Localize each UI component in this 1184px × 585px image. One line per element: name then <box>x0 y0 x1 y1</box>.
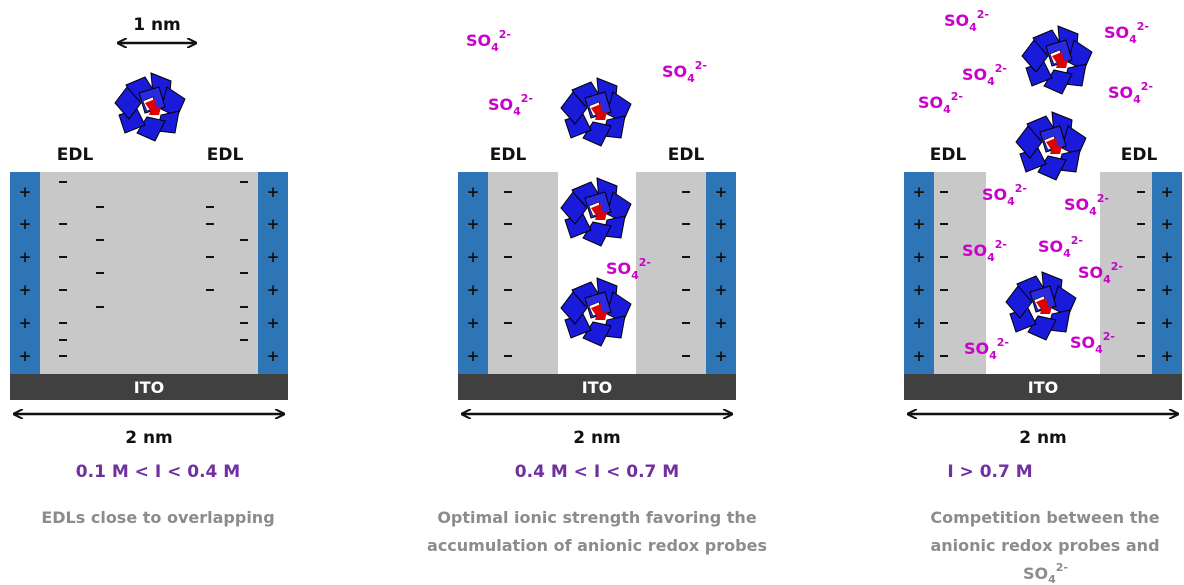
electrode-right <box>1152 172 1182 374</box>
sulfate-ion: SO42- <box>918 90 963 116</box>
plus-sign: + <box>467 215 480 233</box>
edl-label-right: EDL <box>668 145 705 165</box>
ito-label: ITO <box>1028 378 1058 397</box>
ito-substrate <box>458 374 736 400</box>
edl-region-right <box>1100 172 1152 374</box>
plus-sign: + <box>715 347 728 365</box>
plus-sign: + <box>19 183 32 201</box>
plus-sign: + <box>19 281 32 299</box>
edl-label-left: EDL <box>930 145 967 165</box>
ionic-strength-range: I > 0.7 M <box>947 462 1032 482</box>
sulfate-ion: SO42- <box>944 8 989 34</box>
edl-label-left: EDL <box>57 145 94 165</box>
plus-sign: + <box>715 314 728 332</box>
ito-label: ITO <box>134 378 164 397</box>
ionic-strength-range: 0.1 M < I < 0.4 M <box>76 462 240 482</box>
caption-line: Optimal ionic strength favoring the <box>437 508 756 527</box>
plus-sign: + <box>913 215 926 233</box>
electrode-right <box>706 172 736 374</box>
plus-sign: + <box>19 347 32 365</box>
redox-probe <box>560 77 632 147</box>
caption-line: EDLs close to overlapping <box>41 508 274 527</box>
electrode-left <box>904 172 934 374</box>
plus-sign: + <box>715 248 728 266</box>
plus-sign: + <box>467 248 480 266</box>
plus-sign: + <box>19 248 32 266</box>
electrode-right <box>258 172 288 374</box>
plus-sign: + <box>715 215 728 233</box>
width-label: 2 nm <box>125 428 173 448</box>
plus-sign: + <box>467 347 480 365</box>
caption-line: Competition between the <box>930 508 1159 527</box>
width-label: 2 nm <box>573 428 621 448</box>
redox-probe <box>560 177 632 247</box>
redox-probe <box>1021 25 1093 95</box>
redox-probe <box>1015 111 1087 181</box>
plus-sign: + <box>467 281 480 299</box>
plus-sign: + <box>913 183 926 201</box>
sulfate-ion: SO42- <box>1038 234 1083 260</box>
panel-1: ITO + + + + + + + + + + + + EDL EDL 2 nm 0.1 M < I < 0.4… <box>10 15 288 527</box>
edl-label-left: EDL <box>490 145 527 165</box>
plus-sign: + <box>913 248 926 266</box>
plus-sign: + <box>1161 347 1174 365</box>
plus-sign: + <box>267 347 280 365</box>
sulfate-ion: SO42- <box>606 256 651 282</box>
sulfate-ion: SO42- <box>488 92 533 118</box>
plus-sign: + <box>715 281 728 299</box>
edl-region-right <box>636 172 706 374</box>
sulfate-ion: SO42- <box>962 238 1007 264</box>
edl-region-left <box>488 172 558 374</box>
sulfate-ion: SO42- <box>662 59 707 85</box>
plus-sign: + <box>715 183 728 201</box>
redox-probe <box>1005 271 1077 341</box>
sulfate-ion: SO42- <box>1078 260 1123 286</box>
edl-region-left <box>934 172 986 374</box>
sulfate-ion: SO42- <box>1108 80 1153 106</box>
plus-sign: + <box>1161 183 1174 201</box>
redox-probe <box>114 72 186 142</box>
plus-sign: + <box>267 248 280 266</box>
caption-line: accumulation of anionic redox probes <box>427 536 767 555</box>
plus-sign: + <box>19 215 32 233</box>
caption-ion: SO42- <box>1023 561 1068 585</box>
caption-line: anionic redox probes and <box>930 536 1159 555</box>
plus-sign: + <box>267 215 280 233</box>
plus-sign: + <box>913 347 926 365</box>
ito-substrate <box>10 374 288 400</box>
sulfate-ion: SO42- <box>964 336 1009 362</box>
sulfate-ion: SO42- <box>1070 330 1115 356</box>
sulfate-ion: SO42- <box>962 62 1007 88</box>
width-label: 2 nm <box>1019 428 1067 448</box>
electrode-left <box>458 172 488 374</box>
plus-sign: + <box>1161 215 1174 233</box>
sulfate-ion: SO42- <box>1104 20 1149 46</box>
plus-sign: + <box>267 281 280 299</box>
sulfate-ion: SO42- <box>1064 192 1109 218</box>
plus-sign: + <box>267 314 280 332</box>
sulfate-ion: SO42- <box>466 28 511 54</box>
edl-label-right: EDL <box>207 145 244 165</box>
probe-size-label: 1 nm <box>133 15 181 35</box>
plus-sign: + <box>467 314 480 332</box>
panel-2: ITO + + + + + + + + + + + + EDL EDL 2 nm 0.4 M < I < 0.7… <box>427 28 767 555</box>
plus-sign: + <box>913 314 926 332</box>
edl-label-right: EDL <box>1121 145 1158 165</box>
ito-substrate <box>904 374 1182 400</box>
ionic-strength-range: 0.4 M < I < 0.7 M <box>515 462 679 482</box>
electrode-left <box>10 172 40 374</box>
sulfate-ion: SO42- <box>982 182 1027 208</box>
plus-sign: + <box>467 183 480 201</box>
plus-sign: + <box>1161 314 1174 332</box>
plus-sign: + <box>1161 248 1174 266</box>
ito-label: ITO <box>582 378 612 397</box>
plus-sign: + <box>1161 281 1174 299</box>
redox-probe <box>560 277 632 347</box>
edl-region-left <box>40 172 150 374</box>
plus-sign: + <box>19 314 32 332</box>
plus-sign: + <box>913 281 926 299</box>
plus-sign: + <box>267 183 280 201</box>
